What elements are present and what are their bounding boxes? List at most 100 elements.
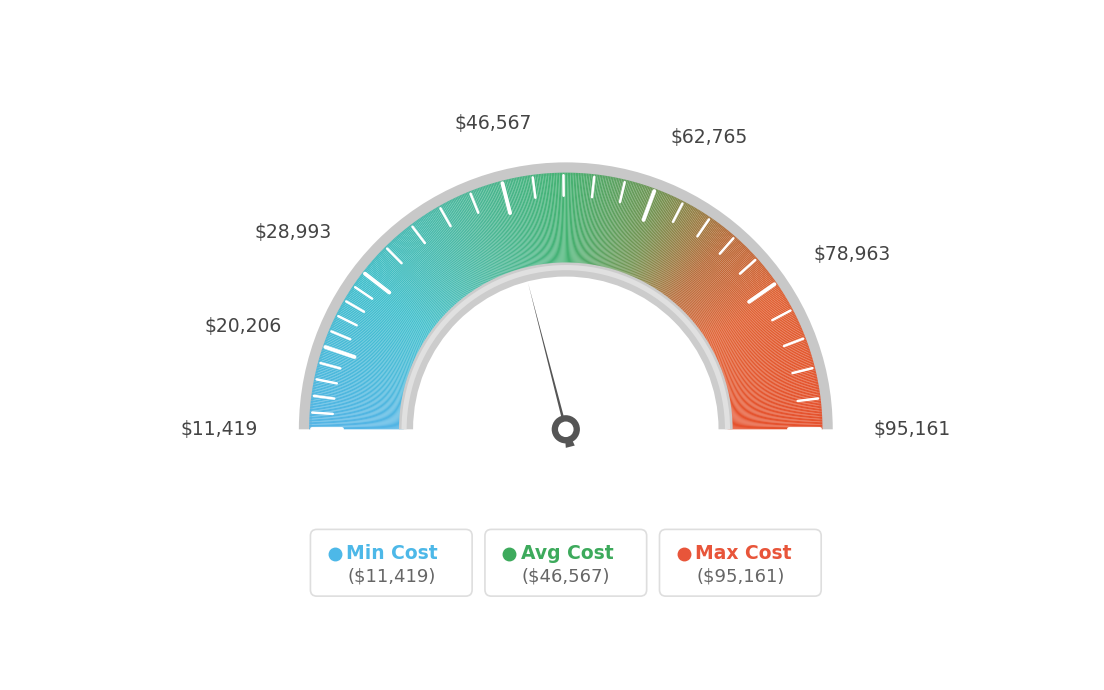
Wedge shape	[715, 333, 805, 370]
Wedge shape	[657, 217, 711, 296]
Wedge shape	[485, 185, 516, 276]
Wedge shape	[309, 416, 404, 422]
Wedge shape	[460, 195, 500, 282]
Wedge shape	[728, 420, 822, 424]
Wedge shape	[438, 206, 486, 289]
Wedge shape	[364, 270, 439, 329]
Wedge shape	[397, 235, 460, 307]
Wedge shape	[554, 172, 560, 268]
Wedge shape	[658, 218, 713, 297]
Wedge shape	[453, 199, 495, 284]
Wedge shape	[381, 250, 450, 317]
Wedge shape	[532, 175, 545, 269]
Wedge shape	[620, 188, 655, 277]
Wedge shape	[707, 304, 790, 351]
Wedge shape	[647, 208, 697, 290]
Wedge shape	[700, 286, 779, 340]
Wedge shape	[709, 310, 794, 355]
Wedge shape	[720, 348, 810, 380]
Wedge shape	[337, 311, 422, 356]
Wedge shape	[352, 286, 432, 340]
Wedge shape	[548, 173, 555, 268]
Wedge shape	[687, 258, 758, 322]
Wedge shape	[389, 242, 455, 312]
Wedge shape	[309, 420, 404, 424]
Wedge shape	[347, 295, 428, 345]
Wedge shape	[665, 226, 724, 302]
Wedge shape	[649, 209, 699, 291]
Wedge shape	[702, 292, 784, 344]
Wedge shape	[712, 319, 798, 360]
Wedge shape	[635, 197, 677, 284]
FancyBboxPatch shape	[659, 529, 821, 596]
Wedge shape	[689, 263, 763, 326]
Text: Max Cost: Max Cost	[696, 544, 792, 563]
Wedge shape	[311, 397, 405, 410]
Wedge shape	[390, 241, 456, 311]
Wedge shape	[590, 175, 604, 269]
Wedge shape	[644, 204, 691, 288]
Wedge shape	[444, 203, 490, 287]
Wedge shape	[584, 175, 596, 268]
Wedge shape	[487, 185, 517, 275]
Wedge shape	[723, 370, 816, 393]
Wedge shape	[726, 397, 820, 410]
Wedge shape	[355, 281, 434, 337]
Wedge shape	[566, 172, 569, 268]
FancyBboxPatch shape	[485, 529, 647, 596]
Wedge shape	[341, 303, 425, 351]
Wedge shape	[386, 244, 454, 313]
Wedge shape	[321, 350, 412, 380]
Wedge shape	[711, 317, 797, 359]
Wedge shape	[403, 266, 729, 429]
Wedge shape	[697, 279, 774, 335]
Wedge shape	[546, 173, 554, 268]
Wedge shape	[617, 186, 648, 276]
Wedge shape	[322, 346, 413, 377]
Wedge shape	[415, 221, 471, 299]
Wedge shape	[724, 381, 818, 400]
Wedge shape	[491, 184, 520, 275]
Wedge shape	[310, 400, 405, 412]
Wedge shape	[340, 306, 424, 353]
Wedge shape	[599, 178, 620, 271]
Wedge shape	[719, 347, 809, 378]
Wedge shape	[327, 333, 416, 370]
Wedge shape	[716, 335, 805, 371]
Wedge shape	[317, 367, 408, 391]
Wedge shape	[379, 253, 448, 319]
Wedge shape	[720, 351, 810, 382]
Wedge shape	[722, 366, 815, 390]
Wedge shape	[330, 327, 417, 366]
Wedge shape	[330, 326, 417, 365]
Polygon shape	[528, 283, 575, 448]
Wedge shape	[580, 174, 590, 268]
Wedge shape	[597, 177, 617, 271]
Wedge shape	[606, 181, 631, 273]
Wedge shape	[641, 203, 688, 287]
Wedge shape	[488, 184, 518, 275]
Wedge shape	[689, 262, 762, 325]
Wedge shape	[664, 224, 722, 301]
Wedge shape	[455, 197, 497, 284]
Wedge shape	[311, 391, 406, 406]
Wedge shape	[385, 246, 453, 314]
Text: $46,567: $46,567	[454, 114, 531, 133]
Wedge shape	[688, 261, 761, 324]
Wedge shape	[423, 215, 477, 295]
Wedge shape	[359, 276, 436, 333]
Wedge shape	[468, 191, 506, 279]
Wedge shape	[331, 324, 418, 364]
Wedge shape	[405, 228, 465, 304]
Wedge shape	[719, 346, 809, 377]
Wedge shape	[693, 270, 768, 331]
Wedge shape	[319, 356, 411, 384]
Wedge shape	[407, 226, 467, 302]
Wedge shape	[435, 208, 485, 290]
Wedge shape	[477, 188, 511, 277]
Wedge shape	[677, 242, 743, 312]
Wedge shape	[384, 246, 453, 315]
Wedge shape	[537, 174, 549, 268]
Wedge shape	[698, 281, 776, 337]
Wedge shape	[422, 216, 476, 295]
